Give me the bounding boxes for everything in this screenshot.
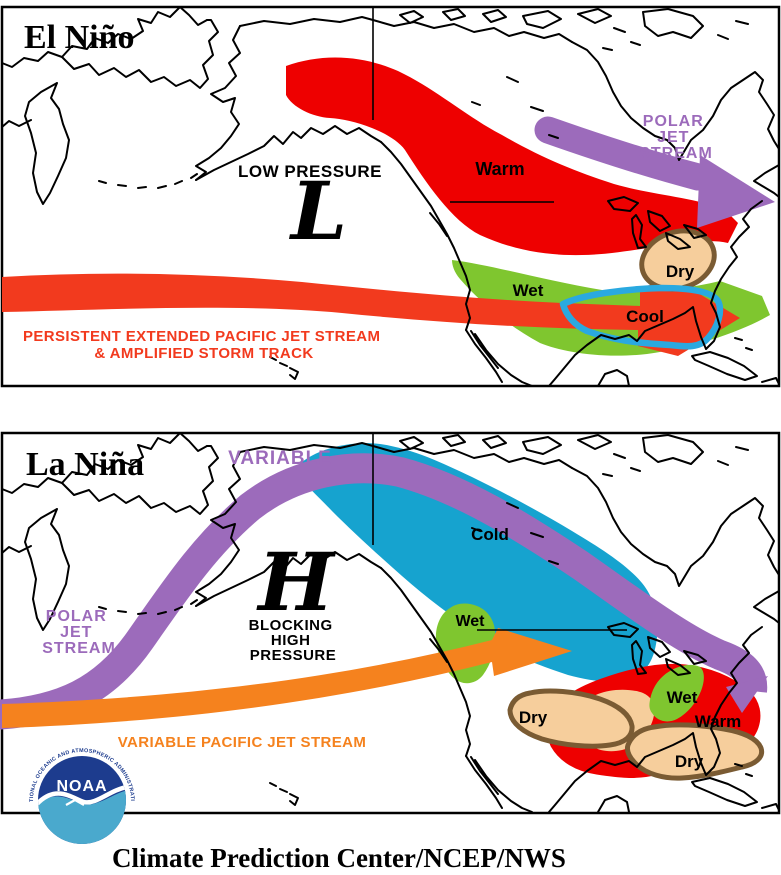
la-nina-dry-southwest-region [507,688,635,749]
polar-jet-line-3: STREAM [639,145,713,162]
la-nina-cold-region [296,443,658,682]
polar-jet-line-3: STREAM [42,640,116,657]
high-pressure-symbol: H [256,535,336,629]
pressure-line-2: HIGH [271,632,311,649]
dry-label: Dry [666,262,695,281]
el-nino-cool-region-outline [559,284,724,350]
low-pressure-symbol: L [289,164,347,258]
variable-label: VARIABLE [228,448,332,469]
cool-label: Cool [626,307,664,326]
polar-jet-stream-label: POLAR JET STREAM [42,608,116,657]
el-nino-polar-jet-stream-arrow [534,116,775,228]
wet-northwest-label: Wet [455,613,485,630]
dry-gulf-label: Dry [675,752,704,771]
wet-label: Wet [513,281,544,300]
variable-pacific-jet-caption: VARIABLE PACIFIC JET STREAM [118,734,367,751]
panel-title-el-nino: El Niño [24,19,135,56]
el-nino-panel: El Niño LOW PRESSURE L Warm POLAR JET ST… [0,5,781,388]
pacific-jet-caption: PERSISTENT EXTENDED PACIFIC JET STREAM &… [23,328,385,362]
pressure-line-1: BLOCKING [249,617,333,634]
pacific-jet-caption-line-2: & AMPLIFIED STORM TRACK [94,345,313,362]
political-border-lines [372,433,627,631]
noaa-bird-swoosh [38,784,126,806]
pressure-line-3: PRESSURE [250,647,337,664]
warm-label: Warm [475,159,524,179]
la-nina-wet-ohio-valley-region [649,664,704,722]
cold-label: Cold [471,525,509,544]
polar-jet-line-2: JET [657,129,689,146]
polar-jet-line-1: POLAR [46,608,107,625]
noaa-acronym: NOAA [56,778,107,795]
la-nina-pacific-jet-stream-arrow [2,628,572,728]
polar-jet-line-2: JET [60,624,92,641]
el-nino-pacific-jet-stream-arrow [2,273,740,356]
noaa-gull-icon [65,798,85,806]
dry-southwest-label: Dry [519,708,548,727]
low-pressure-label: LOW PRESSURE [238,162,382,181]
la-nina-dry-gulf-region [625,722,765,781]
pacific-jet-caption-line-1: PERSISTENT EXTENDED PACIFIC JET STREAM [23,328,380,345]
polar-jet-stream-label: POLAR JET STREAM [639,113,713,162]
footer-credit: Climate Prediction Center/NCEP/NWS [112,843,566,873]
noaa-sea-shape [38,790,126,844]
la-nina-polar-jet-stream-arrow [0,453,768,730]
la-nina-panel: La Niña VARIABLE Cold H BLOCKING HIGH PR… [0,431,781,815]
el-nino-warm-region [286,57,738,256]
wet-ohio-valley-label: Wet [667,688,698,707]
panel-title-la-nina: La Niña [26,446,144,483]
blocking-high-pressure-label: BLOCKING HIGH PRESSURE [249,617,338,664]
political-border-lines [372,7,554,203]
polar-jet-line-1: POLAR [643,113,704,130]
warm-label: Warm [695,712,742,731]
